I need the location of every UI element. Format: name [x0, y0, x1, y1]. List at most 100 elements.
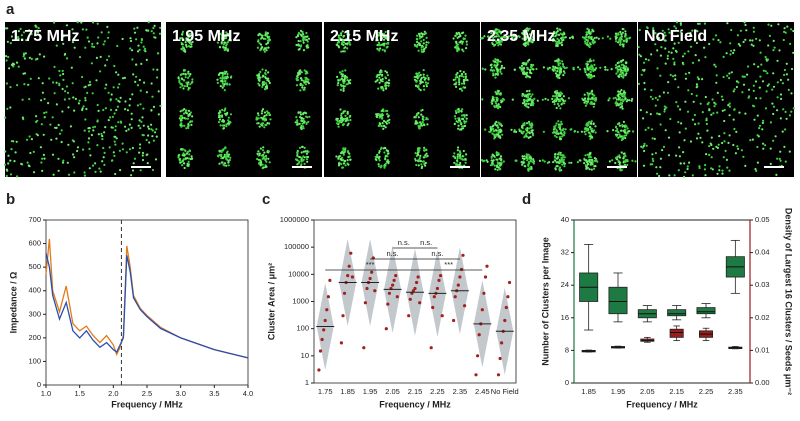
cell	[455, 41, 457, 43]
cell	[591, 159, 593, 161]
cell	[552, 132, 554, 134]
cell	[522, 123, 524, 125]
cell	[716, 173, 718, 175]
cell	[632, 130, 634, 132]
cell	[556, 38, 558, 40]
cell	[733, 90, 735, 92]
cell	[222, 124, 224, 126]
cell	[386, 123, 388, 125]
cell	[660, 158, 662, 160]
cell	[415, 164, 417, 166]
cell	[593, 168, 595, 170]
cell	[719, 41, 721, 43]
cell	[264, 38, 266, 40]
cell	[386, 47, 388, 49]
cell	[762, 148, 764, 150]
cell	[464, 122, 466, 124]
cell	[501, 73, 503, 75]
cell	[521, 161, 523, 163]
cell	[590, 74, 592, 76]
cell	[188, 75, 190, 77]
cell	[537, 100, 539, 102]
cell	[343, 85, 345, 87]
cell	[338, 155, 340, 157]
cell	[379, 116, 381, 118]
cell	[224, 73, 226, 75]
cell	[68, 174, 70, 176]
cell	[455, 76, 457, 78]
cell	[41, 123, 43, 125]
cell	[524, 135, 526, 137]
cell	[738, 112, 740, 114]
cell	[722, 99, 724, 101]
cell	[27, 162, 29, 164]
cell	[92, 126, 94, 128]
cell	[604, 69, 606, 71]
cell	[129, 47, 131, 49]
y-tick-label: 100000	[284, 242, 309, 251]
point	[458, 275, 461, 278]
cell	[563, 33, 565, 35]
x-tick-label: 3.5	[209, 389, 219, 398]
cell	[650, 89, 652, 91]
cell	[224, 71, 226, 73]
cell	[607, 36, 609, 38]
cell	[338, 126, 340, 128]
cell	[226, 82, 228, 84]
cell	[82, 149, 84, 151]
cell	[303, 82, 305, 84]
cell	[704, 174, 706, 176]
cell	[218, 74, 220, 76]
cell	[128, 128, 130, 130]
cell	[698, 122, 700, 124]
cell	[139, 49, 141, 51]
cell	[219, 77, 221, 79]
cell	[624, 152, 626, 154]
cell	[723, 140, 725, 142]
cell	[115, 71, 117, 73]
cell	[665, 63, 667, 65]
cell	[547, 162, 549, 164]
cell	[562, 99, 564, 101]
cell	[566, 67, 568, 69]
cell	[577, 131, 579, 133]
cell	[224, 113, 226, 115]
cell	[84, 171, 86, 173]
cell	[103, 43, 105, 45]
cell	[62, 73, 64, 75]
cell	[461, 75, 463, 77]
cell	[267, 36, 269, 38]
cell	[484, 129, 486, 131]
cell	[87, 37, 89, 39]
cell	[303, 38, 305, 40]
cell	[657, 99, 659, 101]
cell	[10, 173, 12, 175]
cell	[85, 29, 87, 31]
cell	[643, 143, 645, 145]
cell	[343, 90, 345, 92]
cell	[111, 93, 113, 95]
cell	[622, 45, 624, 47]
cell	[97, 36, 99, 38]
cell	[721, 173, 723, 175]
cell	[620, 67, 622, 69]
point	[463, 304, 466, 307]
cell	[732, 144, 734, 146]
cell	[524, 165, 526, 167]
cell	[184, 69, 186, 71]
y-tick-label: 300	[28, 309, 41, 318]
cell	[749, 39, 751, 41]
cell	[340, 89, 342, 91]
cell	[159, 27, 161, 29]
cell	[497, 61, 499, 63]
x-tick-label: 2.35	[728, 387, 743, 396]
cell	[308, 38, 310, 40]
cell	[743, 84, 745, 86]
cell	[129, 98, 131, 100]
cell	[500, 92, 502, 94]
cell	[459, 157, 461, 159]
point	[430, 346, 433, 349]
x-axis-title: Frequency / MHz	[379, 399, 451, 409]
cell	[87, 127, 89, 129]
cell	[585, 123, 587, 125]
